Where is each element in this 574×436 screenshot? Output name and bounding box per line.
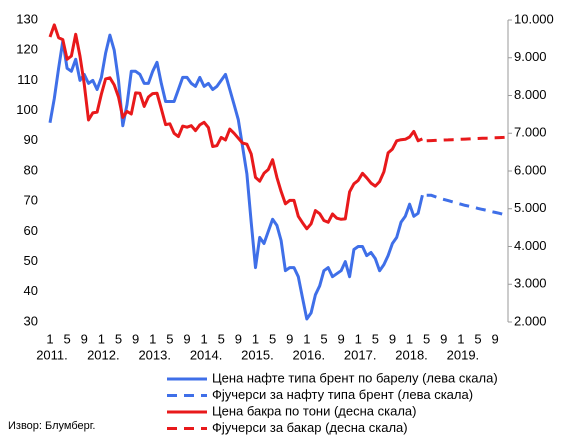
y2-tick-label: 5.000 — [514, 200, 547, 215]
x-year-label: 2019. — [447, 347, 480, 362]
y-tick-label: 30 — [24, 313, 38, 328]
x-tick-label: 5 — [269, 331, 276, 346]
legend-label: Цена бакра по тони (десна скала) — [212, 403, 417, 418]
x-year-label: 2014. — [190, 347, 223, 362]
source-note: Извор: Блумберг. — [8, 420, 95, 432]
x-tick-label: 9 — [286, 331, 293, 346]
legend-label: Цена нафте типа брент по барелу (лева ск… — [212, 370, 498, 385]
x-tick-label: 9 — [389, 331, 396, 346]
x-tick-label: 5 — [115, 331, 122, 346]
x-year-label: 2016. — [293, 347, 326, 362]
y2-tick-label: 2.000 — [514, 313, 547, 328]
y2-tick-label: 3.000 — [514, 276, 547, 291]
legend-label: Фјучерси за нафту типа брент (лева скала… — [212, 387, 473, 402]
y-tick-label: 80 — [24, 162, 38, 177]
x-tick-label: 5 — [474, 331, 481, 346]
legend-label: Фјучерси за бакар (десна скала) — [212, 420, 408, 435]
x-tick-label: 9 — [183, 331, 190, 346]
x-tick-label: 1 — [406, 331, 413, 346]
y-tick-label: 60 — [24, 223, 38, 238]
y-tick-label: 110 — [17, 72, 38, 87]
y-tick-label: 100 — [16, 102, 38, 117]
y2-tick-label: 6.000 — [514, 162, 547, 177]
x-year-label: 2011. — [36, 347, 68, 362]
x-year-label: 2017. — [344, 347, 377, 362]
x-tick-label: 1 — [46, 331, 53, 346]
x-tick-label: 5 — [372, 331, 379, 346]
y-tick-label: 40 — [24, 283, 38, 298]
x-tick-label: 1 — [355, 331, 362, 346]
x-tick-label: 5 — [320, 331, 327, 346]
y2-tick-label: 4.000 — [514, 238, 547, 253]
x-tick-label: 1 — [457, 331, 464, 346]
y2-tick-label: 7.000 — [514, 125, 547, 140]
x-tick-label: 9 — [440, 331, 447, 346]
y-tick-label: 70 — [24, 193, 38, 208]
y2-tick-label: 9.000 — [514, 49, 547, 64]
x-year-label: 2012. — [87, 347, 120, 362]
x-tick-label: 5 — [64, 331, 71, 346]
x-tick-label: 5 — [166, 331, 173, 346]
x-year-label: 2015. — [241, 347, 274, 362]
x-tick-label: 1 — [149, 331, 156, 346]
series-line — [48, 33, 424, 321]
x-tick-label: 9 — [492, 331, 499, 346]
x-tick-label: 9 — [132, 331, 139, 346]
y2-tick-label: 10.000 — [514, 11, 554, 26]
y-tick-label: 130 — [16, 11, 38, 26]
x-tick-label: 9 — [235, 331, 242, 346]
x-tick-label: 5 — [423, 331, 430, 346]
series-line — [426, 193, 509, 217]
series-line — [48, 23, 424, 231]
x-tick-label: 5 — [218, 331, 225, 346]
series-line — [426, 135, 509, 143]
x-tick-label: 1 — [303, 331, 310, 346]
y2-tick-label: 8.000 — [514, 87, 547, 102]
x-year-label: 2013. — [138, 347, 171, 362]
x-year-label: 2018. — [395, 347, 428, 362]
x-tick-label: 1 — [200, 331, 207, 346]
x-tick-label: 9 — [337, 331, 344, 346]
y-tick-label: 120 — [16, 42, 38, 57]
x-tick-label: 1 — [252, 331, 259, 346]
x-tick-label: 9 — [81, 331, 88, 346]
y-tick-label: 90 — [24, 132, 38, 147]
x-tick-label: 1 — [98, 331, 105, 346]
y-tick-label: 50 — [24, 253, 38, 268]
